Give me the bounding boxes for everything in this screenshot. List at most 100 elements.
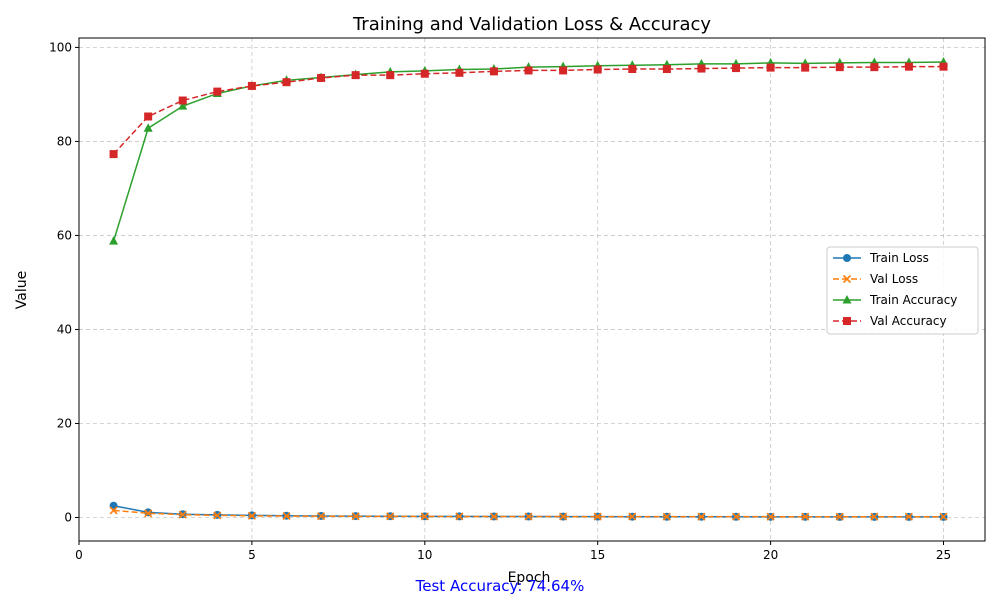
val-loss-point — [178, 510, 187, 519]
legend-marker-val-loss — [842, 274, 852, 284]
val-loss-point — [420, 512, 429, 521]
val-accuracy-point — [766, 63, 775, 72]
x-marker-stroke — [524, 512, 533, 521]
x-tick-label: 15 — [590, 548, 605, 562]
val-accuracy-point — [109, 150, 118, 159]
axis-ticks: 0 5 10 15 20 25 0 20 40 60 80 100 — [49, 40, 951, 562]
x-marker-stroke — [801, 512, 810, 521]
legend-label-val-accuracy: Val Accuracy — [870, 314, 947, 328]
x-marker-stroke — [109, 506, 118, 515]
x-marker-stroke — [489, 512, 499, 521]
x-marker-stroke — [386, 512, 395, 521]
legend: Train Loss Val Loss Train Accuracy Val Accu… — [826, 246, 979, 335]
y-tick-label: 80 — [57, 134, 72, 148]
x-axis-label: Epoch — [508, 570, 551, 586]
val-accuracy-point — [870, 63, 879, 72]
val-accuracy-point — [386, 71, 395, 80]
val-accuracy-line — [113, 65, 944, 155]
val-accuracy-point — [732, 64, 741, 73]
val-loss-point — [316, 512, 326, 521]
x-marker-stroke — [178, 510, 187, 519]
val-loss-point — [351, 512, 360, 521]
val-accuracy-point — [801, 63, 810, 72]
val-loss-point — [524, 512, 533, 521]
val-accuracy-point — [697, 64, 706, 73]
val-loss-point — [766, 512, 775, 521]
x-marker-stroke — [662, 512, 671, 521]
x-tick-label: 5 — [248, 548, 256, 562]
x-marker-stroke — [559, 512, 568, 521]
val-loss-series — [109, 506, 948, 521]
legend-marker-train-loss — [843, 254, 851, 262]
y-tick-label: 20 — [57, 416, 72, 430]
val-accuracy-point — [593, 65, 602, 74]
val-loss-point — [801, 512, 810, 521]
train-loss-series — [109, 501, 948, 521]
train-accuracy-point — [143, 123, 153, 132]
chart-title: Training and Validation Loss & Accuracy — [352, 14, 711, 35]
series-layer — [109, 56, 949, 521]
x-marker-stroke — [420, 512, 429, 521]
y-tick-label: 40 — [57, 322, 72, 336]
val-loss-point — [213, 511, 222, 520]
val-loss-point — [904, 512, 913, 521]
x-marker-stroke — [731, 512, 741, 521]
val-loss-point — [144, 509, 153, 518]
grid — [78, 38, 985, 541]
x-marker-stroke — [835, 512, 844, 521]
val-accuracy-point — [835, 63, 844, 72]
legend-label-val-loss: Val Loss — [870, 272, 918, 286]
legend-label-train-loss: Train Loss — [869, 251, 929, 265]
x-marker-stroke — [766, 512, 775, 521]
val-accuracy-point — [489, 67, 498, 76]
val-accuracy-point — [282, 78, 291, 87]
x-marker-stroke — [455, 512, 464, 521]
x-tick-label: 0 — [75, 548, 83, 562]
x-marker-stroke — [213, 511, 222, 520]
x-tick-label: 10 — [417, 548, 432, 562]
val-loss-point — [628, 512, 637, 521]
val-accuracy-point — [351, 71, 360, 80]
val-accuracy-point — [455, 68, 464, 77]
val-loss-point — [593, 512, 602, 521]
y-tick-label: 100 — [49, 40, 72, 54]
val-loss-point — [489, 512, 499, 521]
x-marker-stroke — [247, 511, 256, 520]
train-accuracy-series — [109, 56, 949, 245]
x-marker-stroke — [939, 512, 948, 521]
x-marker-stroke — [351, 512, 360, 521]
x-marker-stroke — [282, 512, 291, 521]
val-loss-point — [662, 512, 671, 521]
val-loss-point — [939, 512, 948, 521]
x-tick-label: 25 — [936, 548, 951, 562]
val-loss-point — [282, 512, 291, 521]
val-accuracy-point — [144, 112, 153, 121]
plot-frame — [78, 37, 986, 542]
train-accuracy-point — [178, 101, 188, 110]
x-marker-stroke — [593, 512, 602, 521]
val-accuracy-point — [559, 66, 568, 75]
legend-box — [826, 246, 979, 335]
val-loss-point — [386, 512, 395, 521]
val-accuracy-point — [939, 62, 948, 71]
x-marker-stroke — [144, 509, 153, 518]
y-axis-label: Value — [14, 271, 30, 309]
x-marker-stroke — [316, 512, 326, 521]
val-loss-point — [455, 512, 464, 521]
val-accuracy-point — [662, 65, 671, 74]
x-marker-stroke — [904, 512, 913, 521]
val-accuracy-point — [317, 73, 326, 82]
legend-label-train-accuracy: Train Accuracy — [869, 293, 957, 307]
val-accuracy-point — [628, 65, 637, 74]
x-marker-stroke — [697, 512, 706, 521]
val-loss-point — [109, 506, 118, 515]
val-accuracy-point — [904, 62, 913, 71]
val-loss-point — [870, 512, 879, 521]
train-accuracy-point — [109, 236, 119, 245]
val-accuracy-point — [178, 96, 187, 105]
x-marker-stroke — [870, 512, 879, 521]
val-accuracy-series — [109, 62, 948, 159]
val-loss-point — [697, 512, 706, 521]
